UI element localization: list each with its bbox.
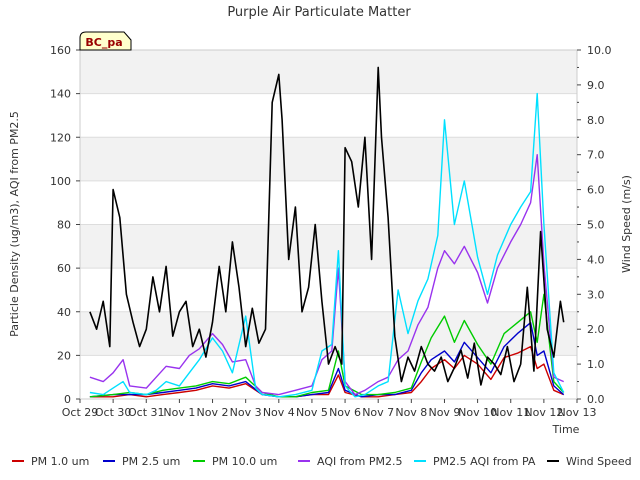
- y-tick-label: 20: [57, 349, 71, 362]
- x-tick-label: Nov 1: [163, 406, 195, 419]
- grid-bands: [80, 49, 577, 400]
- x-tick-label: Nov 12: [524, 406, 563, 419]
- legend: PM 1.0 um PM 2.5 um PM 10.0 um AQI from PM2…: [12, 455, 632, 468]
- station-badge: BC_pa: [79, 31, 132, 51]
- y-tick-label: 60: [57, 262, 71, 275]
- x-tick-label: Nov 13: [558, 406, 597, 419]
- y2-tick-label: 4.0: [587, 253, 605, 266]
- x-tick-label: Nov 8: [395, 406, 427, 419]
- y-axis-right: 0.0 1.0 2.0 3.0 4.0 5.0 6.0 7.0 8.0 9.0 10.0: [577, 44, 612, 406]
- station-badge-shape: [79, 31, 132, 51]
- y-tick-label: 40: [57, 306, 71, 319]
- grid-band: [80, 50, 577, 94]
- y2-tick-label: 10.0: [587, 44, 612, 57]
- grid-band: [80, 137, 577, 181]
- y2-tick-label: 5.0: [587, 219, 605, 232]
- legend-label-5: Wind Speed: [566, 455, 632, 468]
- x-tick-label: Oct 31: [128, 406, 165, 419]
- x-tick-label: Nov 5: [296, 406, 328, 419]
- y2-tick-label: 6.0: [587, 184, 605, 197]
- y2-axis-label: Wind Speed (m/s): [620, 175, 633, 273]
- chart-title: Purple Air Particulate Matter: [227, 5, 411, 20]
- y-axis-left: 0 20 40 60 80 100 120 140 160: [50, 44, 80, 406]
- x-tick-label: Nov 3: [230, 406, 262, 419]
- y-tick-label: 120: [50, 131, 71, 144]
- series-line-5: [89, 66, 565, 386]
- y2-tick-label: 0.0: [587, 393, 605, 406]
- y-tick-label: 0: [64, 393, 71, 406]
- legend-label-4: PM2.5 AQI from PA: [433, 455, 536, 468]
- grid-band: [80, 311, 577, 356]
- y2-tick-label: 7.0: [587, 149, 605, 162]
- series-line-1: [89, 322, 565, 398]
- y2-tick-label: 3.0: [587, 288, 605, 301]
- legend-label-3: AQI from PM2.5: [317, 455, 402, 468]
- y2-tick-label: 2.0: [587, 323, 605, 336]
- x-axis-label: Time: [552, 423, 580, 436]
- x-tick-label: Nov 7: [362, 406, 394, 419]
- y2-tick-label: 8.0: [587, 114, 605, 127]
- station-badge-text: BC_pa: [85, 36, 122, 49]
- x-tick-label: Nov 2: [197, 406, 229, 419]
- x-tick-label: Oct 29: [62, 406, 99, 419]
- y-axis-label: Particle Density (ug/m3), AQI from PM2.5: [8, 111, 21, 337]
- y2-tick-label: 1.0: [587, 358, 605, 371]
- x-tick-label: Nov 11: [491, 406, 530, 419]
- y-tick-label: 160: [50, 44, 71, 57]
- x-tick-label: Nov 9: [428, 406, 460, 419]
- series-line-2: [89, 293, 565, 398]
- y-tick-label: 80: [57, 219, 71, 232]
- grid-band: [80, 224, 577, 269]
- y-tick-label: 100: [50, 175, 71, 188]
- y-tick-label: 140: [50, 88, 71, 101]
- legend-label-2: PM 10.0 um: [212, 455, 277, 468]
- y2-tick-label: 9.0: [587, 79, 605, 92]
- legend-label-0: PM 1.0 um: [31, 455, 89, 468]
- x-tick-label: Nov 4: [263, 406, 295, 419]
- x-tick-label: Oct 30: [95, 406, 132, 419]
- series-layer: [89, 66, 565, 398]
- legend-label-1: PM 2.5 um: [122, 455, 180, 468]
- x-tick-label: Nov 10: [458, 406, 497, 419]
- x-tick-label: Nov 6: [329, 406, 361, 419]
